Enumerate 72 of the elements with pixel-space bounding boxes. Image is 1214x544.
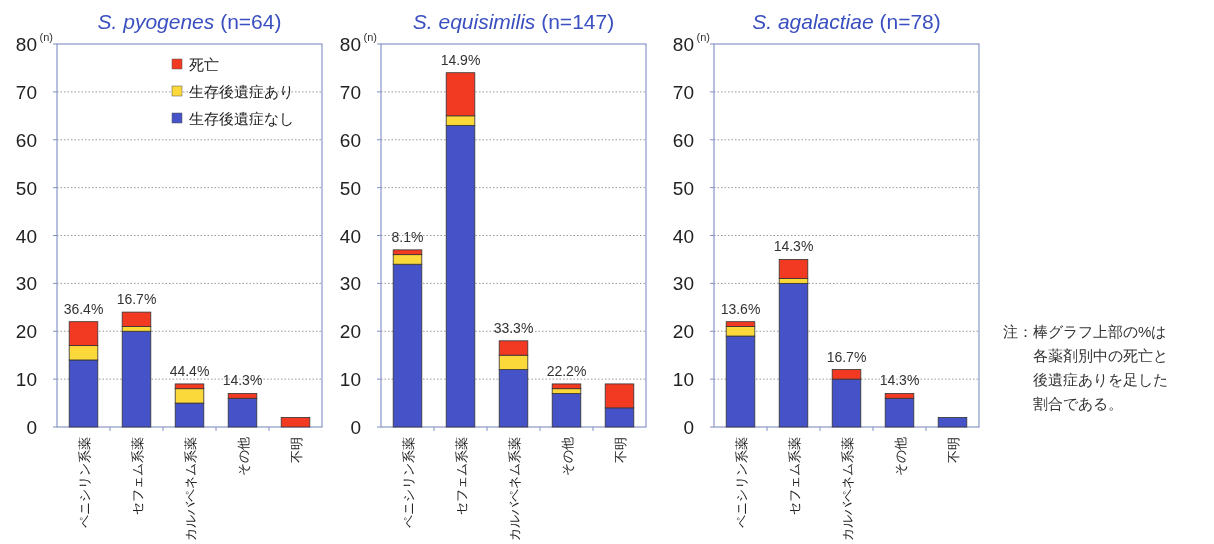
x-tick-label: ペニシリン系薬 <box>76 437 92 528</box>
x-tick-label: ペニシリン系薬 <box>733 437 749 528</box>
annotation: 36.4% <box>63 300 104 317</box>
x-tick-label: その他 <box>892 437 908 476</box>
y-tick-label: 30 <box>339 273 361 295</box>
y-tick-label: 20 <box>339 321 361 343</box>
bar <box>778 282 809 428</box>
x-tick-label: セフェム系薬 <box>786 437 802 515</box>
bar <box>884 397 915 428</box>
legend-label: 死亡 <box>189 56 219 73</box>
legend-label: 生存後遺症あり <box>189 83 294 100</box>
bar <box>280 417 311 428</box>
annotation: 22.2% <box>546 362 587 379</box>
x-tick-label: 不明 <box>945 437 961 463</box>
x-tick-label: その他 <box>559 437 575 476</box>
y-tick-label: 50 <box>339 177 361 199</box>
x-tick-label: セフェム系薬 <box>453 437 469 515</box>
y-tick-label: 40 <box>672 225 694 247</box>
annotation: 14.3% <box>222 372 263 389</box>
y-tick-label: 70 <box>339 81 361 103</box>
x-tick-label: セフェム系薬 <box>129 437 145 515</box>
annotation: 14.3% <box>879 372 920 389</box>
chart-title: S. pyogenes (n=64) <box>97 10 282 33</box>
x-tick-label: カルバペネム系薬 <box>506 437 522 541</box>
y-tick-label: 10 <box>339 369 361 391</box>
y-tick-label: 50 <box>15 177 37 199</box>
y-tick-label: 30 <box>15 273 37 295</box>
y-tick-label: 70 <box>672 81 694 103</box>
y-tick-label: 70 <box>15 81 37 103</box>
annotation: 8.1% <box>391 228 424 245</box>
bar <box>121 330 152 428</box>
y-tick-label: 0 <box>683 417 694 438</box>
annotation: 16.7% <box>826 348 867 365</box>
x-tick-label: 不明 <box>612 437 628 463</box>
y-tick-label: 10 <box>15 369 37 391</box>
y-tick-label: 40 <box>339 225 361 247</box>
y-tick-label: 60 <box>15 129 37 151</box>
y-tick-label: 80 <box>672 34 694 55</box>
text: 注：棒グラフ上部の%は各薬剤別中の死亡と後遺症ありを足した割合である。 <box>1003 322 1169 414</box>
bar <box>551 383 582 390</box>
chart-title: S. equisimilis (n=147) <box>412 10 615 33</box>
x-tick-label: 不明 <box>288 437 304 463</box>
y-tick-label: 0 <box>350 417 361 438</box>
y-tick-label: 80 <box>339 34 361 55</box>
y-axis-title: (n) <box>39 31 53 43</box>
y-axis-title: (n) <box>363 31 377 43</box>
y-tick-label: 50 <box>672 177 694 199</box>
y-tick-label: 20 <box>15 321 37 343</box>
y-tick-label: 80 <box>15 34 37 55</box>
x-tick-label: ペニシリン系薬 <box>400 437 416 528</box>
annotation: 16.7% <box>116 291 157 308</box>
bar <box>227 397 258 428</box>
y-tick-label: 0 <box>26 417 37 438</box>
y-tick-label: 60 <box>339 129 361 151</box>
y-axis-title: (n) <box>696 31 710 43</box>
annotation: 33.3% <box>493 319 534 336</box>
annotation: 44.4% <box>169 362 210 379</box>
y-tick-label: 30 <box>672 273 694 295</box>
annotation: 14.3% <box>773 238 814 255</box>
annotation: 14.9% <box>440 51 481 68</box>
legend-label: 生存後遺症なし <box>189 110 294 127</box>
chart-title: S. agalactiae (n=78) <box>752 10 941 33</box>
y-tick-label: 60 <box>672 129 694 151</box>
x-tick-label: その他 <box>235 437 251 476</box>
y-tick-label: 40 <box>15 225 37 247</box>
x-tick-label: カルバペネム系薬 <box>839 437 855 541</box>
x-tick-label: カルバペネム系薬 <box>182 437 198 541</box>
y-tick-label: 20 <box>672 321 694 343</box>
bar <box>551 393 582 428</box>
annotation: 13.6% <box>720 300 761 317</box>
bar <box>937 417 968 428</box>
y-tick-label: 10 <box>672 369 694 391</box>
